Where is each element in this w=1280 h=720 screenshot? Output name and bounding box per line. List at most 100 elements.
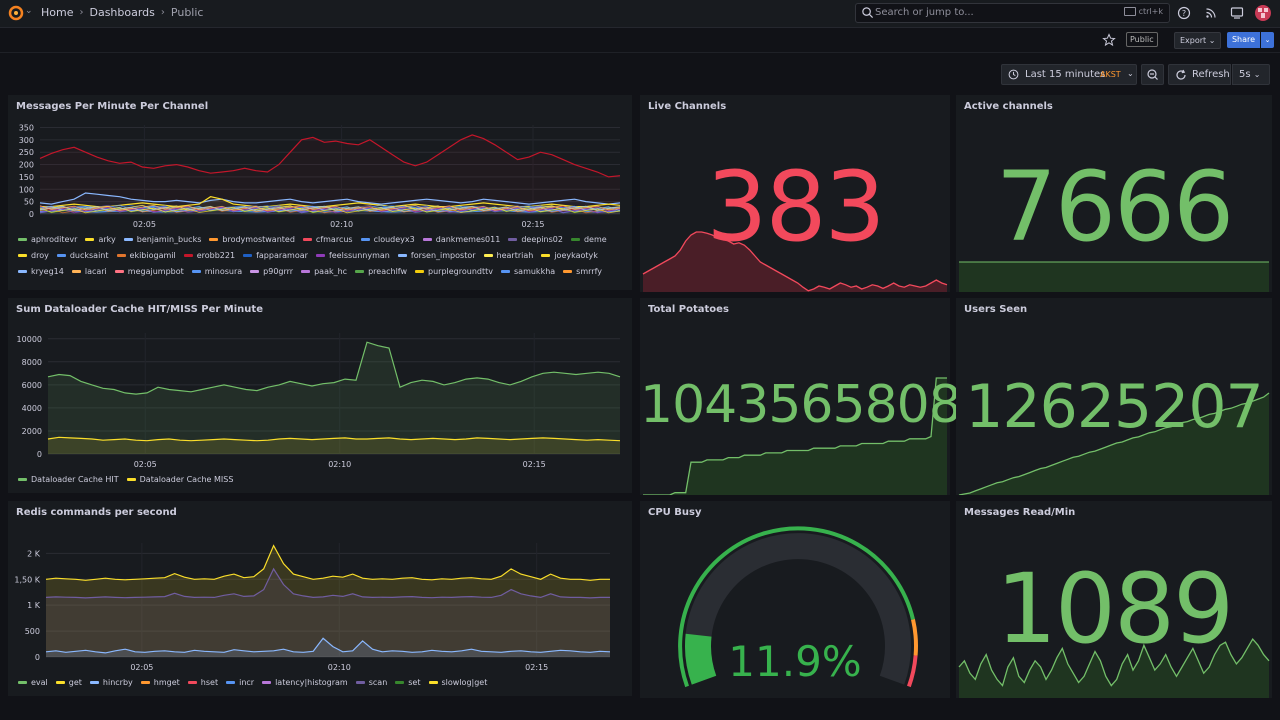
- legend-item[interactable]: hmget: [140, 678, 180, 687]
- series-line[interactable]: [47, 341, 621, 395]
- legend-item[interactable]: deepins02: [508, 235, 563, 244]
- panel-title[interactable]: Active channels: [964, 101, 1053, 112]
- panel-title[interactable]: Live Channels: [648, 101, 727, 112]
- legend-item[interactable]: feelssunnyman: [315, 251, 390, 260]
- messages-chart[interactable]: 0 50 100 150 200 250 300 350 02:05 02:10 02:15: [8, 95, 632, 290]
- refresh-interval-select[interactable]: 5s ⌄: [1232, 64, 1270, 85]
- legend-label: erobb221: [196, 251, 236, 260]
- legend-item[interactable]: dankmemes011: [422, 235, 500, 244]
- x-tick-label: 02:10: [330, 220, 353, 229]
- kiosk-icon[interactable]: [1229, 5, 1245, 21]
- panel-title[interactable]: Sum Dataloader Cache HIT/MISS Per Minute: [16, 304, 263, 315]
- grafana-logo-icon[interactable]: [8, 5, 24, 21]
- legend-item[interactable]: minosura: [191, 267, 242, 276]
- legend-item[interactable]: p90grrr: [250, 267, 293, 276]
- legend-swatch: [243, 254, 253, 257]
- panel-title[interactable]: Total Potatoes: [648, 304, 729, 315]
- legend-item[interactable]: brodymostwanted: [209, 235, 295, 244]
- cpu-busy-gauge: [678, 526, 918, 688]
- legend-swatch: [415, 270, 425, 273]
- help-icon[interactable]: ?: [1176, 5, 1192, 21]
- panel-title[interactable]: Messages Read/Min: [964, 507, 1076, 518]
- legend-swatch: [71, 270, 81, 273]
- legend-label: aphroditevr: [31, 235, 78, 244]
- search-input[interactable]: Search or jump to... ctrl+k: [855, 3, 1170, 23]
- refresh-button[interactable]: Refresh: [1168, 64, 1231, 85]
- legend-label: deme: [583, 235, 607, 244]
- legend-item[interactable]: joeykaotyk: [541, 251, 598, 260]
- series-line[interactable]: [47, 436, 621, 442]
- legend-item[interactable]: deme: [570, 235, 607, 244]
- legend-item[interactable]: ekibiogamil: [116, 251, 176, 260]
- legend-swatch: [301, 270, 311, 273]
- legend-swatch: [183, 254, 193, 257]
- legend-item[interactable]: Dataloader Cache MISS: [126, 475, 234, 484]
- series-line[interactable]: [39, 204, 621, 212]
- legend-item[interactable]: forsen_impostor: [397, 251, 476, 260]
- legend-item[interactable]: arky: [85, 235, 116, 244]
- star-icon[interactable]: [1102, 33, 1116, 47]
- legend-item[interactable]: slowlog|get: [428, 678, 487, 687]
- legend-item[interactable]: get: [55, 678, 82, 687]
- zoom-out-button[interactable]: [1141, 64, 1164, 85]
- legend-item[interactable]: megajumpbot: [114, 267, 184, 276]
- legend-item[interactable]: hset: [187, 678, 218, 687]
- legend-swatch: [89, 681, 99, 684]
- legend-label: Dataloader Cache MISS: [139, 475, 234, 484]
- panel-total-potatoes: Total Potatoes 1043565808: [640, 298, 962, 495]
- legend-item[interactable]: cloudeyx3: [360, 235, 415, 244]
- legend-item[interactable]: droy: [18, 251, 49, 260]
- total-potatoes-sparkline: [643, 377, 947, 495]
- time-range-picker[interactable]: Last 15 minutes AKST ⌄: [1001, 64, 1137, 85]
- y-tick-label: 1 K: [27, 601, 41, 610]
- y-tick-label: 8000: [22, 358, 42, 367]
- dataloader-chart[interactable]: 0 2000 4000 6000 8000 10000 02:05 02:10 02:15: [8, 298, 632, 493]
- legend-item[interactable]: benjamin_bucks: [123, 235, 201, 244]
- legend-item[interactable]: preachlfw: [355, 267, 407, 276]
- series-line[interactable]: [39, 205, 621, 213]
- legend-item[interactable]: fapparamoar: [243, 251, 308, 260]
- series-line[interactable]: [45, 567, 610, 599]
- breadcrumb-home[interactable]: Home: [41, 6, 74, 19]
- export-label: Export: [1180, 36, 1207, 45]
- legend-item[interactable]: erobb221: [183, 251, 236, 260]
- series-line[interactable]: [39, 192, 621, 205]
- share-options-chevron-icon[interactable]: ⌄: [1261, 32, 1274, 48]
- legend-label: purplegroundttv: [428, 267, 493, 276]
- legend-item[interactable]: incr: [226, 678, 254, 687]
- legend-item[interactable]: cfmarcus: [302, 235, 353, 244]
- legend-item[interactable]: latency|histogram: [262, 678, 348, 687]
- legend-item[interactable]: scan: [355, 678, 387, 687]
- legend-item[interactable]: hincrby: [89, 678, 133, 687]
- avatar[interactable]: [1255, 5, 1271, 21]
- legend-item[interactable]: kryeg14: [18, 267, 64, 276]
- legend-label: ducksaint: [69, 251, 109, 260]
- legend-item[interactable]: heartriah: [483, 251, 533, 260]
- panel-title[interactable]: Redis commands per second: [16, 507, 177, 518]
- series-area: [48, 437, 620, 454]
- export-button[interactable]: Export ⌄: [1174, 32, 1222, 49]
- legend-swatch: [395, 681, 405, 684]
- panel-title[interactable]: Users Seen: [964, 304, 1028, 315]
- legend-item[interactable]: Dataloader Cache HIT: [18, 475, 119, 484]
- legend-item[interactable]: eval: [18, 678, 48, 687]
- legend-item[interactable]: purplegroundttv: [415, 267, 493, 276]
- series-line[interactable]: [39, 134, 621, 178]
- legend-item[interactable]: aphroditevr: [18, 235, 77, 244]
- legend-label: preachlfw: [368, 267, 408, 276]
- legend-item[interactable]: ducksaint: [56, 251, 109, 260]
- series-line[interactable]: [45, 637, 611, 654]
- rss-icon[interactable]: [1203, 5, 1219, 21]
- panel-title[interactable]: Messages Per Minute Per Channel: [16, 101, 209, 112]
- series-line[interactable]: [45, 544, 610, 581]
- menu-chevron-icon[interactable]: ⌄: [25, 6, 33, 16]
- legend-item[interactable]: smrrfy: [563, 267, 602, 276]
- panel-title[interactable]: CPU Busy: [648, 507, 702, 518]
- breadcrumb-dashboards[interactable]: Dashboards: [89, 6, 155, 19]
- legend-item[interactable]: paak_hc: [301, 267, 347, 276]
- share-button[interactable]: Share: [1227, 32, 1260, 48]
- redis-chart[interactable]: 0 500 1 K 1,50 K 2 K 02:05 02:10 02:15: [8, 501, 632, 696]
- legend-item[interactable]: samukkha: [501, 267, 555, 276]
- legend-item[interactable]: set: [395, 678, 421, 687]
- legend-item[interactable]: lacari: [71, 267, 107, 276]
